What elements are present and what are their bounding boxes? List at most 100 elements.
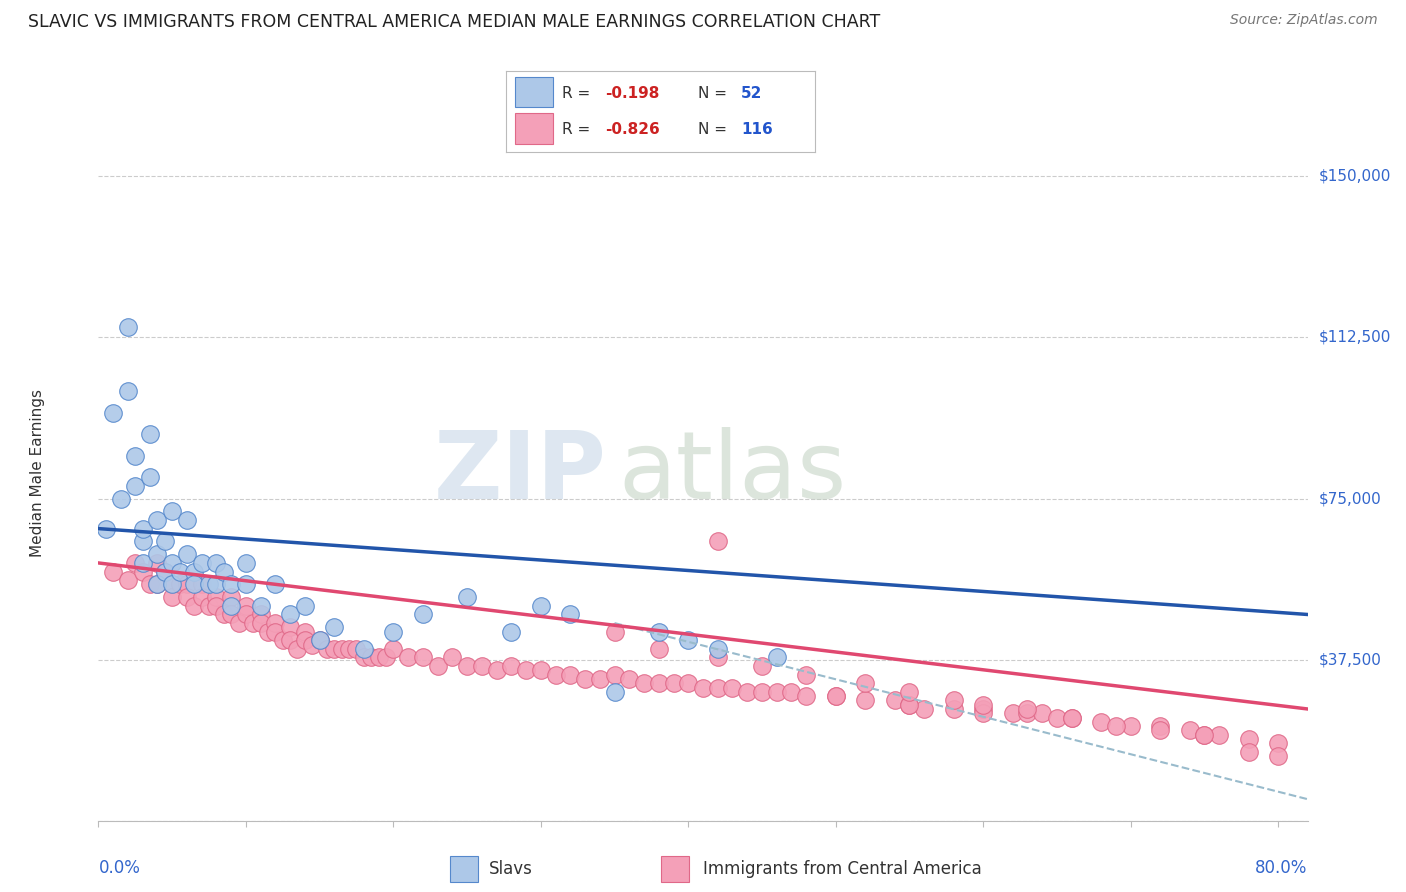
Text: Immigrants from Central America: Immigrants from Central America: [703, 860, 981, 878]
Point: [678, 633, 700, 648]
Point: [721, 681, 744, 695]
Point: [883, 693, 905, 707]
Point: [153, 534, 176, 549]
Point: [972, 702, 994, 716]
Point: [560, 667, 582, 681]
Point: [765, 650, 787, 665]
Point: [1060, 710, 1083, 724]
Point: [235, 599, 257, 613]
Point: [794, 689, 817, 703]
Point: [530, 663, 553, 677]
Point: [382, 641, 405, 656]
Text: Source: ZipAtlas.com: Source: ZipAtlas.com: [1230, 13, 1378, 28]
Point: [1090, 714, 1112, 729]
Point: [426, 659, 449, 673]
Point: [169, 577, 191, 591]
Point: [456, 591, 478, 605]
Point: [735, 685, 758, 699]
Point: [898, 698, 921, 712]
Point: [1060, 710, 1083, 724]
Point: [471, 659, 494, 673]
Bar: [516, 113, 553, 144]
Bar: [661, 855, 689, 882]
Point: [589, 672, 612, 686]
Point: [146, 577, 169, 591]
Point: [353, 650, 375, 665]
Point: [346, 641, 368, 656]
Text: -0.826: -0.826: [605, 121, 659, 136]
Point: [205, 556, 228, 570]
Point: [1149, 719, 1171, 733]
Point: [898, 698, 921, 712]
Point: [706, 641, 728, 656]
Point: [257, 624, 280, 639]
Point: [117, 573, 139, 587]
Point: [751, 685, 773, 699]
Point: [294, 599, 316, 613]
Point: [117, 384, 139, 399]
Point: [176, 591, 198, 605]
Point: [212, 607, 235, 622]
Point: [271, 633, 294, 648]
Point: [382, 624, 405, 639]
Text: R =: R =: [562, 86, 591, 101]
Text: 52: 52: [741, 86, 762, 101]
Point: [412, 650, 434, 665]
Point: [153, 565, 176, 579]
Point: [219, 599, 242, 613]
Point: [124, 449, 146, 463]
Point: [353, 641, 375, 656]
Point: [501, 659, 523, 673]
Bar: [450, 855, 478, 882]
Text: Slavs: Slavs: [489, 860, 533, 878]
Point: [1017, 702, 1039, 716]
Point: [1001, 706, 1024, 721]
Point: [183, 599, 205, 613]
Point: [942, 693, 965, 707]
Point: [264, 577, 287, 591]
Point: [131, 565, 153, 579]
Point: [706, 534, 728, 549]
Point: [190, 556, 212, 570]
Point: [574, 672, 596, 686]
Point: [560, 607, 582, 622]
Point: [219, 607, 242, 622]
Point: [412, 607, 434, 622]
Point: [633, 676, 655, 690]
Text: 0.0%: 0.0%: [98, 859, 141, 877]
Point: [235, 577, 257, 591]
Point: [205, 591, 228, 605]
Point: [1267, 749, 1289, 764]
Point: [278, 607, 301, 622]
Point: [160, 577, 183, 591]
Point: [898, 685, 921, 699]
Point: [337, 641, 360, 656]
Point: [662, 676, 685, 690]
Point: [912, 702, 935, 716]
Point: [249, 616, 271, 631]
Point: [824, 689, 846, 703]
Point: [169, 565, 191, 579]
Point: [692, 681, 714, 695]
Point: [751, 659, 773, 673]
Point: [308, 633, 330, 648]
Point: [139, 427, 162, 442]
Point: [1119, 719, 1142, 733]
Point: [139, 577, 162, 591]
Point: [198, 577, 221, 591]
Point: [278, 633, 301, 648]
Point: [94, 522, 117, 536]
Point: [485, 663, 508, 677]
Point: [1178, 723, 1201, 738]
Point: [264, 624, 287, 639]
Point: [124, 478, 146, 492]
Point: [287, 641, 309, 656]
Text: 80.0%: 80.0%: [1256, 859, 1308, 877]
Point: [648, 641, 671, 656]
Point: [765, 685, 787, 699]
Point: [101, 565, 124, 579]
Point: [183, 565, 205, 579]
Point: [124, 556, 146, 570]
Point: [235, 556, 257, 570]
Point: [198, 599, 221, 613]
